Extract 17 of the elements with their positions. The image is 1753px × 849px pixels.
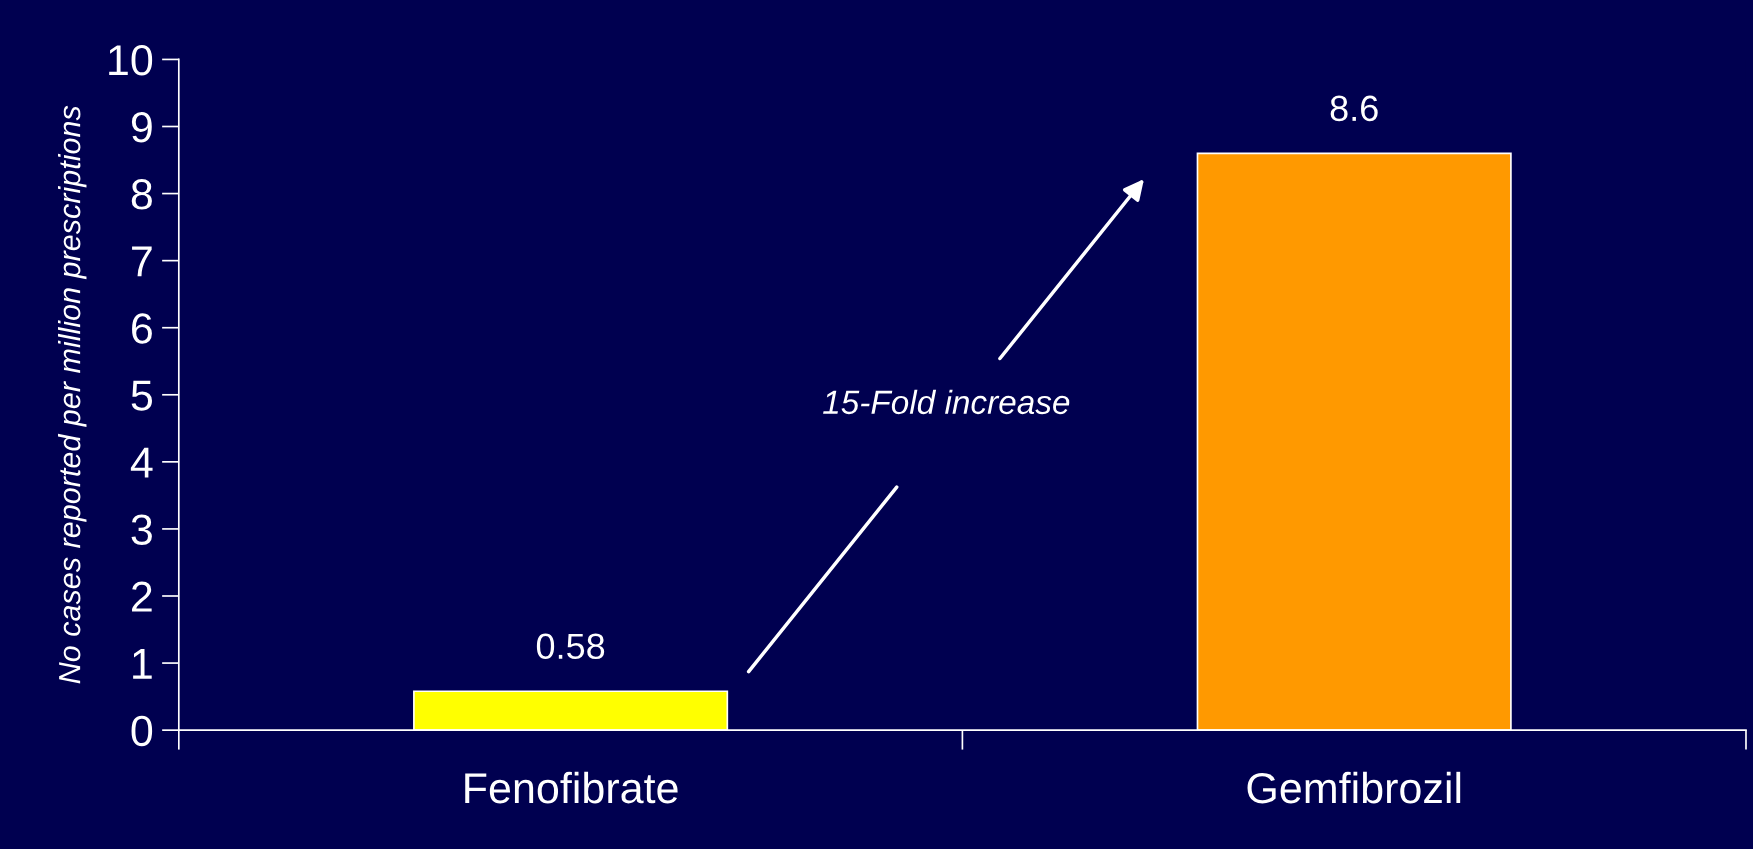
- y-tick-label: 9: [131, 112, 152, 143]
- y-tick-label: 2: [132, 581, 152, 612]
- y-tick-label: 10: [109, 44, 153, 76]
- y-tick-label: 7: [132, 246, 152, 277]
- data-label: 0.58: [536, 633, 605, 660]
- y-axis-title: No cases reported per million prescriptions: [57, 105, 87, 684]
- y-tick-label: 6: [132, 313, 152, 344]
- y-tick-label: 4: [130, 447, 153, 478]
- y-tick-label: 8: [131, 179, 152, 210]
- y-tick-label: 0: [131, 715, 153, 747]
- x-tick-label: Fenofibrate: [465, 771, 678, 804]
- y-tick-label: 3: [131, 514, 152, 545]
- annotation: 15-Fold increase: [823, 389, 1070, 415]
- y-tick-label: 5: [131, 380, 152, 411]
- data-label: 8.6: [1330, 95, 1378, 122]
- x-tick-label: Gemfibrozil: [1247, 771, 1461, 804]
- y-tick-label: 1: [133, 649, 152, 679]
